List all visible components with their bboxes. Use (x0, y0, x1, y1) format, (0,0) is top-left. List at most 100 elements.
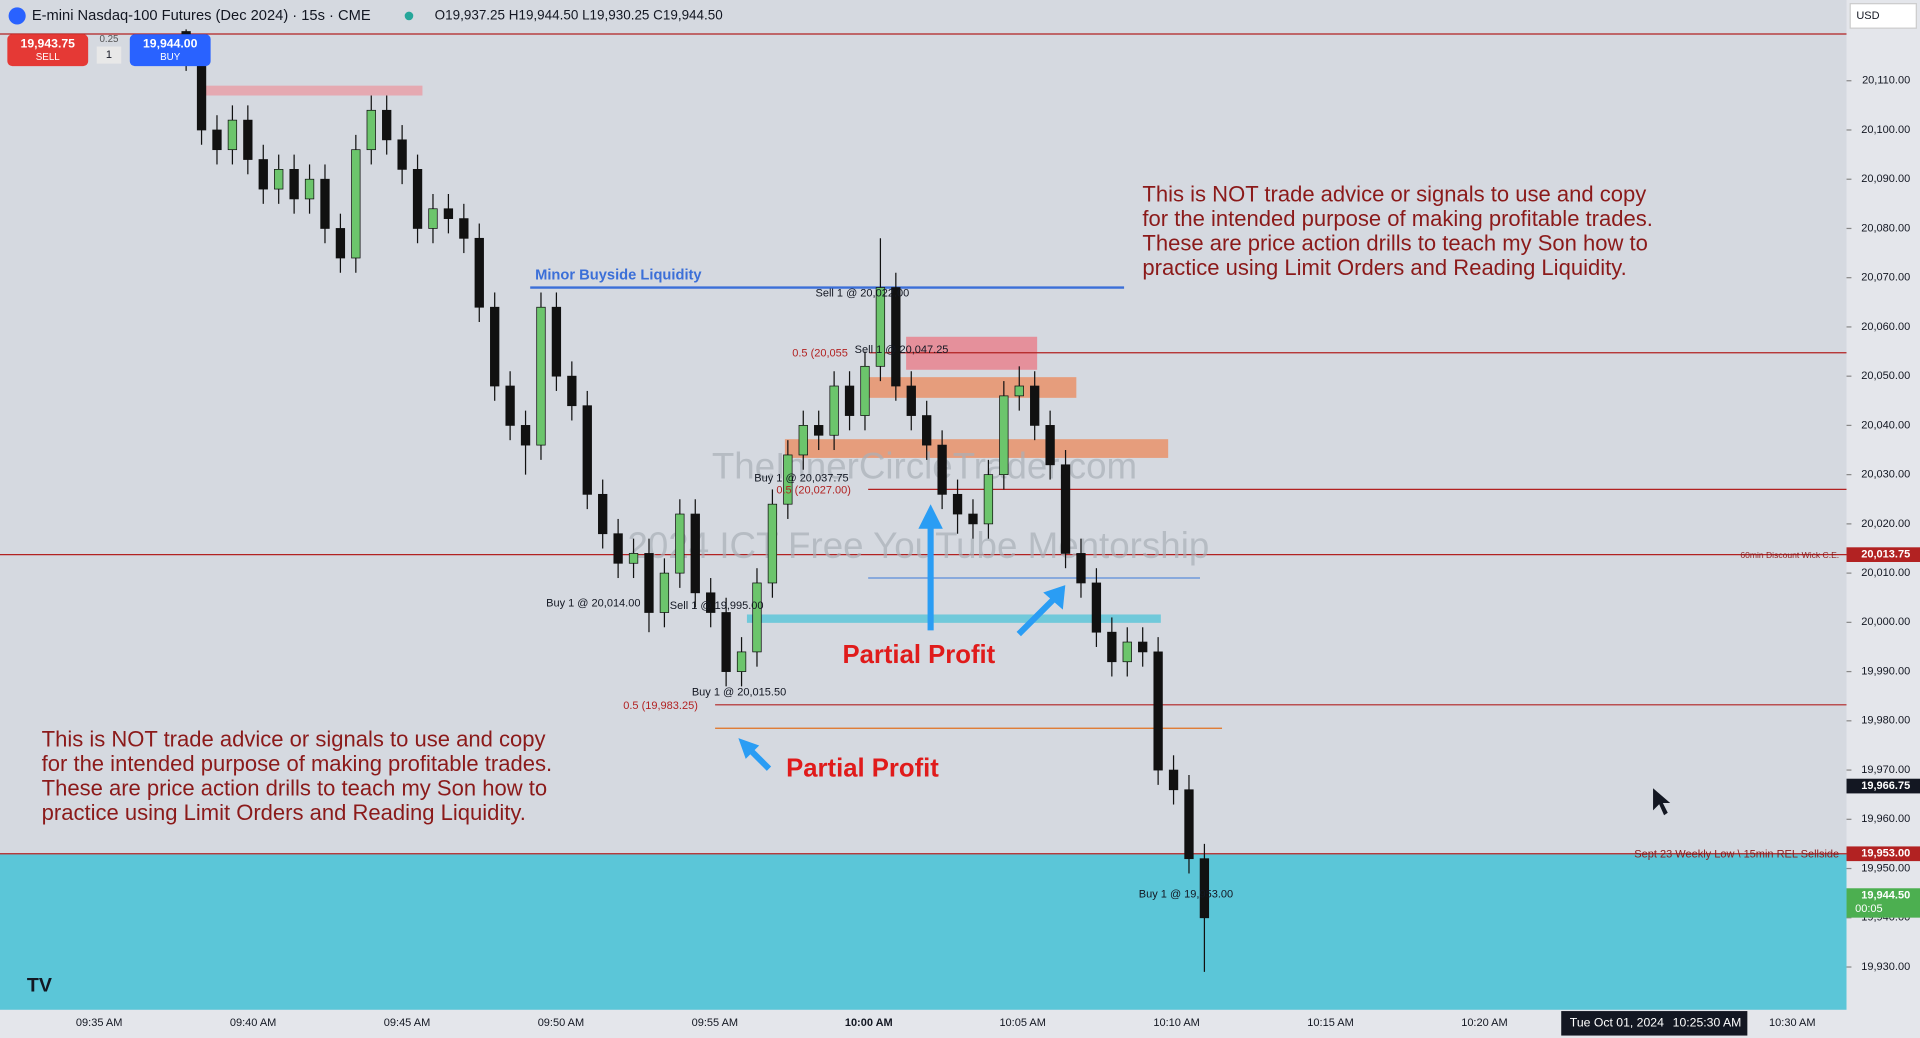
candle-body (274, 169, 284, 190)
price-tag (1846, 778, 1920, 794)
trade-label: 0.5 (19,983.25) (623, 700, 698, 712)
candle-body (598, 493, 608, 535)
candle-body (891, 287, 901, 387)
candle-body (397, 139, 407, 170)
arrow (1016, 597, 1056, 637)
candle-body (721, 612, 731, 672)
candle-body (320, 178, 330, 229)
trade-label: Sell 1 @ 19,995.00 (670, 600, 764, 612)
notes-left: This is NOT trade advice or signals to u… (42, 726, 552, 824)
note-line: practice using Limit Orders and Reading … (1142, 255, 1626, 280)
candle-body (999, 395, 1009, 476)
candle-body (582, 405, 592, 495)
x-tick-label: 09:40 AM (230, 1017, 276, 1029)
candle-body (628, 553, 639, 564)
y-tick-label: 19,960.00 (1861, 813, 1910, 825)
sell-price: 19,943.75 (21, 36, 76, 50)
trade-label: 0.5 (20,027.00) (776, 485, 851, 497)
candle-body (875, 287, 886, 367)
currency: USD (1856, 10, 1879, 22)
date: Tue Oct 01, 2024 (1570, 1016, 1664, 1030)
candle-body (490, 306, 500, 387)
candle-body (289, 169, 299, 200)
candle-body (536, 306, 546, 446)
candle-body (983, 474, 994, 525)
y-tick-label: 20,000.00 (1861, 616, 1910, 628)
candle-body (243, 119, 253, 160)
arrow-head (918, 504, 943, 529)
header-bar (0, 0, 1847, 30)
sell-button[interactable] (7, 34, 89, 67)
candle-body (860, 365, 870, 416)
candle-body (1107, 631, 1117, 663)
x-tick-label: 10:00 AM (845, 1017, 893, 1029)
candle-body (1168, 769, 1179, 791)
price-tag-label: 20,013.75 (1861, 549, 1910, 561)
y-tick-label: 19,940.00 (1861, 912, 1910, 924)
sell-label: SELL (36, 52, 60, 63)
buy-button[interactable] (129, 34, 211, 67)
candle-body (968, 513, 978, 525)
notes-right: This is NOT trade advice or signals to u… (1142, 182, 1652, 280)
x-tick-label: 10:05 AM (999, 1017, 1045, 1029)
zone (202, 85, 423, 96)
candle-body (1045, 425, 1055, 466)
tick-size: 0.25 (99, 34, 119, 45)
candle-body (520, 425, 531, 446)
x-tick-label: 09:35 AM (76, 1017, 122, 1029)
qty-box[interactable] (96, 46, 122, 64)
candle-body (659, 572, 670, 613)
candle-body (304, 178, 315, 200)
candle-body (1153, 651, 1163, 771)
candle-body (706, 592, 716, 613)
trade-label: Buy 1 @ 20,015.50 (692, 687, 786, 699)
candle-body (505, 385, 515, 426)
candle-body (1076, 553, 1086, 584)
candle-body (1091, 582, 1102, 633)
tv-logo: TV (27, 975, 52, 997)
price-axis (1846, 0, 1920, 1038)
trade-label: Buy 1 @ 20,014.00 (546, 597, 640, 609)
watermark: 2024 ICT Free YouTube Mentorship (627, 525, 1209, 566)
trade-label: Buy 1 @ 19,953.00 (1139, 889, 1233, 901)
price-tag (1846, 547, 1920, 562)
candle-body (1122, 641, 1132, 663)
x-tick-label: 10:10 AM (1153, 1017, 1199, 1029)
crosshair-date (1561, 1011, 1748, 1036)
ohlc: O19,937.25 H19,944.50 L19,930.25 C19,944… (435, 7, 723, 22)
candle-body (1138, 641, 1148, 653)
candle-body (366, 109, 376, 151)
x-tick-label: 10:30 AM (1769, 1017, 1815, 1029)
x-tick-label: 09:55 AM (692, 1017, 738, 1029)
candle-body (227, 119, 238, 151)
partial-profit: Partial Profit (786, 755, 939, 783)
price-tag-label: 19,966.75 (1861, 780, 1910, 792)
y-tick-label: 20,060.00 (1861, 321, 1910, 333)
x-tick-label: 10:20 AM (1461, 1017, 1507, 1029)
currency-select[interactable] (1849, 3, 1917, 29)
price-tag-label: 19,944.50 (1861, 890, 1910, 902)
zone (746, 614, 1161, 623)
candle-body (258, 159, 268, 190)
trade-label: Buy 1 @ 20,037.75 (754, 473, 848, 485)
candle-body (351, 149, 361, 259)
buy-price: 19,944.00 (143, 36, 198, 50)
candle-body (474, 237, 484, 308)
note-line: practice using Limit Orders and Reading … (42, 800, 526, 825)
qty: 1 (106, 49, 112, 61)
level-label: Sept 23 Weekly Low \ 15min REL Sellside (1634, 848, 1839, 860)
candle-body (798, 425, 808, 456)
candle-body (196, 55, 207, 131)
price-tag (1846, 846, 1920, 862)
candle-body (443, 208, 454, 219)
time: 10:25:30 AM (1673, 1016, 1742, 1030)
trade-label: 0.5 (20,055 (792, 348, 848, 360)
trade-label: Sell 1 @ 20,047.25 (855, 344, 949, 356)
y-tick-label: 20,050.00 (1861, 370, 1910, 382)
level-label: 60min Discount Wick C.E. (1740, 550, 1839, 560)
candle-body (212, 129, 222, 151)
arrow-head (1043, 585, 1066, 610)
note-line: for the intended purpose of making profi… (42, 751, 552, 776)
candle-body (675, 513, 685, 574)
